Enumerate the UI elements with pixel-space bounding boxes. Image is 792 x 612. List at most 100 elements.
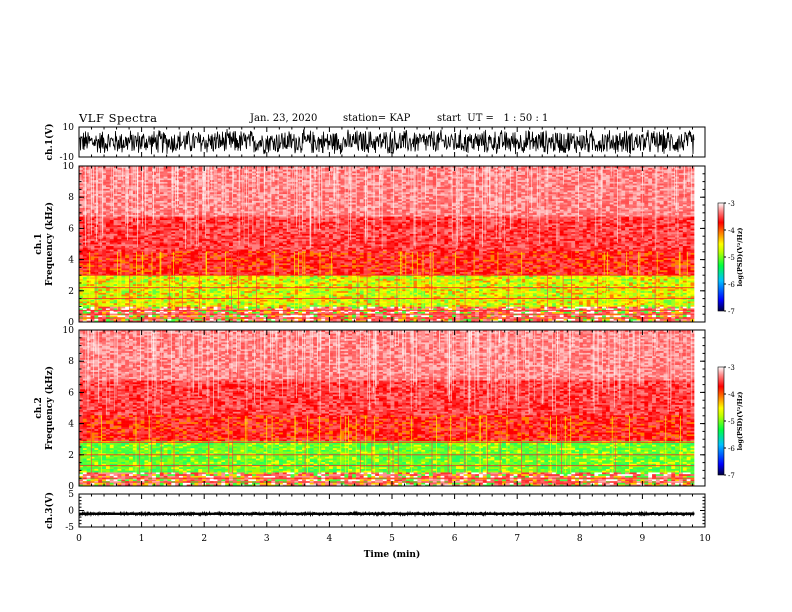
ch1-spectrogram-cell [98,306,102,308]
ch1-spectrogram-cell [533,293,537,295]
ch1-spectrogram-cell [510,282,514,284]
ch1-spectrogram-cell [98,303,102,305]
ch1-spectrogram-cell [121,303,125,305]
ch1-spectrogram-cell [210,301,214,303]
ch1-spectrogram-cell [583,305,587,307]
ch1-spectrogram-cell [594,279,598,281]
ch1-spectrogram-cell [275,289,279,291]
ch1-spectrogram-cell [248,284,252,286]
ch1-spectrogram-cell [241,305,245,307]
ch1-spectrogram-cell [564,306,568,308]
ch1-spectrogram-cell [175,294,179,296]
ch1-spectrogram-cell [337,268,341,270]
ch1-spectrogram-cell [267,277,271,279]
ch1-spectrogram-cell [591,294,595,296]
ch1-spectrogram-cell [91,289,95,291]
ch1-spectrogram-cell [341,280,345,282]
ch1-spectrogram-cell [325,280,329,282]
ch1-spectrogram-cell [91,293,95,295]
ch1-spectrogram-cell [556,305,560,307]
ch1-spectrogram-cell [241,301,245,303]
ch1-spectrogram-cell [187,296,191,298]
ch1-spectrogram-cell [648,293,652,295]
ch1-spectrogram-cell [441,296,445,298]
ch1-spectrogram-cell [641,303,645,305]
ch1-spectrogram-cell [610,296,614,298]
ch1-spectrogram-cell [156,319,160,321]
ch1-spectrogram-cell [191,279,195,281]
ch1-spectrogram-cell [148,312,152,314]
ch1-spectrogram-cell [456,306,460,308]
ch1-spectrogram-cell [567,303,571,305]
ch1-spectrogram-cell [383,315,387,317]
ch1-spectrogram-cell [275,312,279,314]
ch1-spectrogram-cell [675,284,679,286]
ch1-spectrogram-cell [406,312,410,314]
ch1-spectrogram-cell [252,306,256,308]
ch1-spectrogram-cell [406,319,410,321]
ch1-spectrogram-cell [541,284,545,286]
ch1-spectrogram-cell [106,305,110,307]
ch1-spectrogram-cell [644,279,648,281]
ch1-spectrogram-cell [379,270,383,272]
ch1-spectrogram-cell [448,312,452,314]
ch1-spectrogram-cell [441,280,445,282]
ch1-waveform-ylabel-line: ch.1(V) [44,124,55,161]
ch1-spectrogram-cell [98,279,102,281]
ch1-spectrogram-cell [198,268,202,270]
ch1-spectrogram-cell [475,279,479,281]
ch1-spectrogram-cell [98,289,102,291]
ch1-spectrogram-cell [514,299,518,301]
ch1-spectrogram-cell [194,284,198,286]
ch1-spectrogram-cell [210,279,214,281]
ch1-spectrogram-cell [406,296,410,298]
ch1-spectrogram-cell [291,279,295,281]
ch1-spectrogram-cell [306,289,310,291]
ch1-spectrogram-cell [406,277,410,279]
ch1-spectrogram-cell [456,293,460,295]
ch1-spectrogram-cell [198,312,202,314]
ch1-spectrogram-cell [233,296,237,298]
ch1-spectrogram-cell [467,293,471,295]
ch1-spectrogram-cell [279,268,283,270]
ch1-spectrogram-cell [498,277,502,279]
ch1-spectrogram-cell [583,270,587,272]
ch1-spectrogram-cell [287,306,291,308]
ch1-spectrogram-cell [325,291,329,293]
ch1-spectrogram-cell [371,315,375,317]
ch1-spectrogram-cell [437,293,441,295]
ch1-spectrogram-cell [210,284,214,286]
ch1-spectrogram-cell [202,296,206,298]
ch1-spectrogram-cell [337,306,341,308]
ch1-spectrogram-cell [260,305,264,307]
ch1-spectrogram-cell [175,312,179,314]
ch1-spectrogram-cell [83,315,87,317]
ch1-spectrogram-cell [441,306,445,308]
ch1-spectrogram-cell [491,291,495,293]
ch1-spectrogram-cell [629,279,633,281]
ch1-spectrogram-cell [291,319,295,321]
ch1-spectrogram-cell [610,282,614,284]
ch1-spectrogram-cell [533,305,537,307]
ch1-spectrogram-cell [598,282,602,284]
ch1-spectrogram-cell [483,319,487,321]
ch1-spectrogram-cell [437,280,441,282]
ch1-spectrogram-cell [625,280,629,282]
ch1-spectrogram-cell [552,301,556,303]
ch1-spectrogram-cell [552,282,556,284]
ch1-spectrogram-cell [529,282,533,284]
ch1-spectrogram-cell [306,293,310,295]
ch1-spectrogram-cell [287,280,291,282]
ch1-spectrogram-cell [467,319,471,321]
ch1-spectrogram-cell [310,270,314,272]
ch1-spectrogram-cell [541,303,545,305]
ch1-spectrogram-cell [579,306,583,308]
ch1-spectrogram-cell [244,277,248,279]
ch1-spectrogram-cell [621,291,625,293]
ch1-spectrogram-cell [367,296,371,298]
ch1-spectrogram-cell [352,305,356,307]
ch1-spectrogram-cell [391,303,395,305]
ch1-spectrogram-cell [329,312,333,314]
ch1-spectrogram-cell [387,272,391,274]
ch1-spectrogram-cell [371,306,375,308]
